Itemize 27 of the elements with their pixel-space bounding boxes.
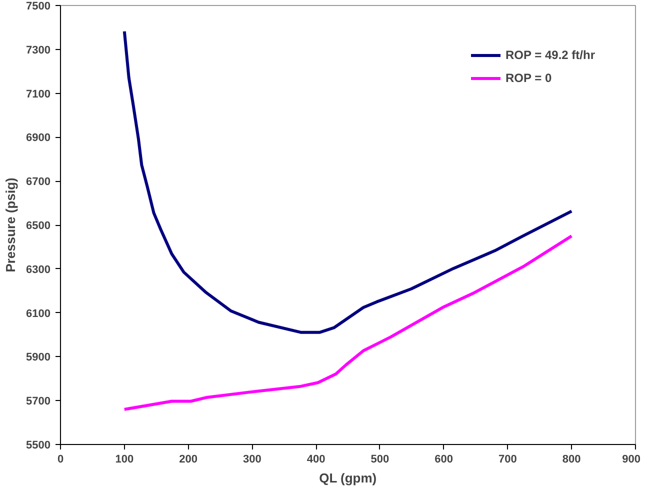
x-tick-label: 500 xyxy=(370,454,390,466)
y-tick-label: 5700 xyxy=(26,396,51,408)
x-tick-label: 300 xyxy=(242,454,262,466)
y-tick-label: 6900 xyxy=(26,132,51,144)
x-axis-title: QL (gpm) xyxy=(319,470,377,486)
y-tick-label: 7500 xyxy=(26,0,51,12)
x-tick-label: 600 xyxy=(434,454,454,466)
y-tick-label: 7300 xyxy=(26,44,51,56)
x-tick-label: 700 xyxy=(498,454,517,466)
legend-label: ROP = 49.2 ft/hr xyxy=(506,48,595,62)
x-tick-label: 800 xyxy=(562,454,581,466)
y-tick-label: 7100 xyxy=(26,88,51,100)
y-tick-label: 6700 xyxy=(26,176,51,188)
x-tick-label: 200 xyxy=(179,454,198,466)
y-axis-title: Pressure (psig) xyxy=(3,178,18,272)
line-series xyxy=(122,30,574,334)
y-tick-label: 5900 xyxy=(26,352,51,364)
y-tick-label: 5500 xyxy=(26,440,51,452)
line-series xyxy=(122,234,574,411)
legend-label: ROP = 0 xyxy=(506,71,552,85)
y-tick-label: 6300 xyxy=(26,264,51,276)
y-tick-label: 6100 xyxy=(26,308,51,320)
y-tick-label: 6500 xyxy=(26,220,51,232)
x-tick-label: 900 xyxy=(622,454,641,466)
x-tick-label: 400 xyxy=(306,454,326,466)
x-tick-label: 100 xyxy=(115,454,134,466)
x-tick-label: 0 xyxy=(57,454,64,466)
